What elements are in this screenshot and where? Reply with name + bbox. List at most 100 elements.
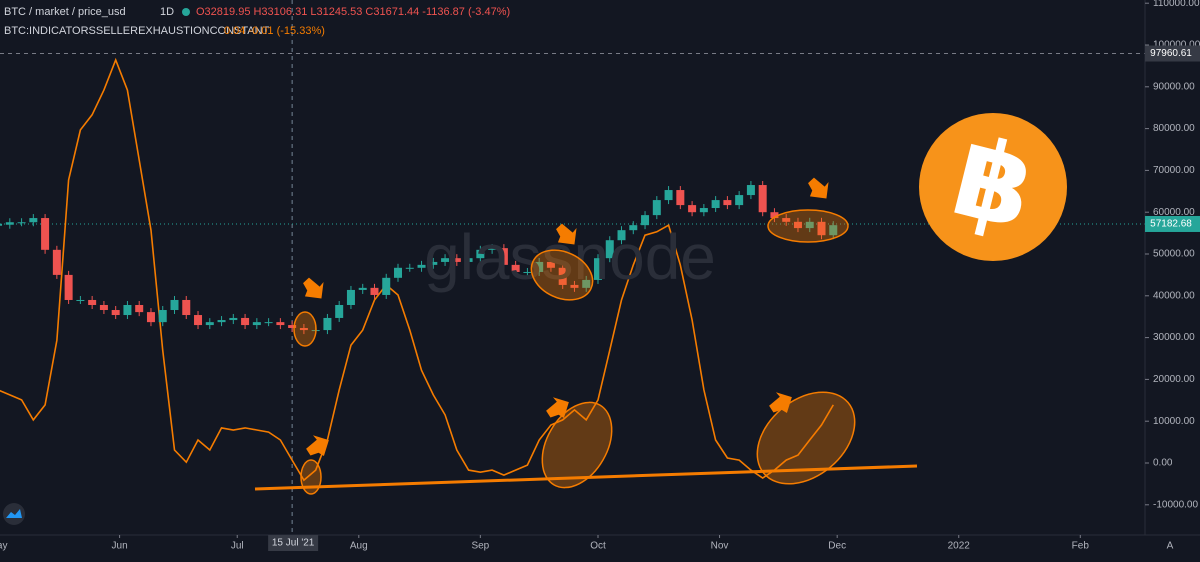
crosshair-label-box [268,535,319,551]
candle [194,315,203,326]
candle [617,230,626,241]
candle [641,215,650,226]
candle [276,322,285,326]
candle [146,312,155,323]
price-label: 97960.61 [1150,48,1192,59]
candle [252,322,261,326]
candle [182,299,191,316]
y-tick-label: 40000.00 [1153,290,1195,301]
candle [170,299,179,311]
candle [76,299,85,301]
candle [88,299,97,305]
candle [358,287,367,290]
candle [793,221,802,229]
candle [205,322,214,326]
legend-ohlc: O32819.95 H33106.31 L31245.53 C31671.44 … [196,6,510,18]
y-tick-label: 110000.00 [1153,0,1200,9]
candle [535,261,544,272]
y-tick-label: -10000.00 [1153,499,1198,510]
candle [805,221,814,229]
candle [52,249,61,275]
status-dot [182,8,190,16]
candle [664,190,673,201]
candle [288,325,297,328]
legend-indicator-name: BTC:INDICATORSSELLEREXHAUSTIONCONSTANT [4,25,270,37]
candle [464,258,473,262]
x-tick-label: Jul [231,541,244,552]
y-tick-label: 0.00 [1153,458,1173,469]
candle [135,304,144,313]
candle [335,304,344,318]
auto-scale-button[interactable]: A [1167,541,1174,552]
y-tick-label: 10000.00 [1153,416,1195,427]
candle [829,225,838,236]
legend-indicator-readout: 0.04 -0.01 (-15.33%) [224,25,325,37]
candle [523,271,532,273]
x-tick-label: Jun [112,541,128,552]
candle [558,267,567,285]
candle [688,205,697,213]
x-tick-label: Feb [1072,541,1090,552]
candle [99,304,108,311]
candle [5,222,14,225]
x-tick-label: Nov [711,541,729,552]
candle [323,317,332,331]
candle [629,225,638,231]
candle [17,222,26,224]
y-tick-label: 30000.00 [1153,332,1195,343]
y-tick-label: 60000.00 [1153,207,1195,218]
candle [746,185,755,196]
logo-icon [6,509,22,518]
legend-series-name: BTC / market / price_usd [4,6,126,18]
logo-button[interactable] [3,503,25,525]
y-tick-label: 100000.00 [1153,40,1200,51]
x-tick-label: Sep [471,541,489,552]
y-tick-label: 50000.00 [1153,249,1195,260]
candle [123,304,132,316]
candle [605,240,614,259]
candle [452,258,461,262]
candle [758,185,767,213]
price-label-box [1145,215,1200,232]
candle [441,258,450,262]
candle [711,200,720,209]
y-tick-label: 80000.00 [1153,123,1195,134]
candle [382,277,391,295]
candle [488,248,497,250]
y-tick-label: 70000.00 [1153,165,1195,176]
candle [817,221,826,236]
candle [699,208,708,213]
candle [593,258,602,280]
candle [111,310,120,316]
candle [158,310,167,323]
x-tick-label: Dec [828,541,846,552]
candle [41,218,50,250]
candle [546,261,555,268]
indicator-line [0,57,834,482]
candle [511,264,520,272]
price-label: 57182.68 [1150,219,1192,230]
y-tick-label: 90000.00 [1153,81,1195,92]
candle [229,317,238,321]
candle [217,320,226,323]
legend-interval: 1D [160,6,174,18]
candle [429,261,438,265]
candle [394,267,403,278]
x-tick-label: Oct [590,541,606,552]
price-label-box [1145,45,1200,62]
candle [476,249,485,259]
bitcoin-logo: ฿ [919,113,1067,261]
candle [405,267,414,269]
y-tick-label: 20000.00 [1153,374,1195,385]
candle [652,200,661,216]
candle [346,289,355,305]
x-tick-label: Aug [350,541,368,552]
candle [676,190,685,206]
candle [29,218,38,223]
candle [370,287,379,295]
candle [64,274,73,300]
candle [770,212,779,219]
